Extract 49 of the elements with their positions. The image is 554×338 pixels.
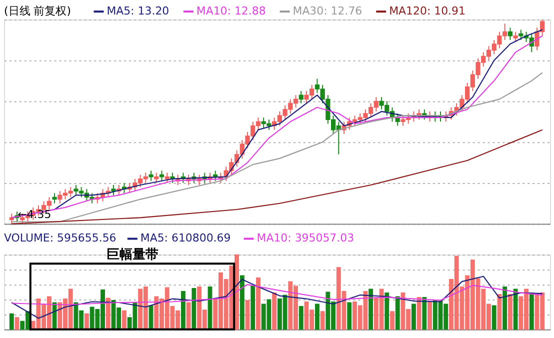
bar — [502, 286, 508, 330]
bar — [186, 302, 191, 330]
bar — [320, 311, 325, 330]
bar — [347, 302, 352, 330]
bar — [411, 304, 416, 330]
bar — [256, 278, 260, 330]
legend-label: MA10: 12.88 — [196, 4, 266, 18]
bar — [148, 305, 154, 330]
bar — [250, 285, 256, 330]
bar — [298, 306, 304, 330]
bar — [497, 294, 502, 330]
bar — [240, 275, 244, 330]
legend-title: VOLUME: 595655.56 — [4, 232, 116, 245]
legend-label: MA30: 12.76 — [292, 4, 362, 18]
annotation: 巨幅量带 — [106, 248, 158, 263]
candlestick — [159, 170, 164, 182]
bar — [122, 310, 126, 330]
bar — [384, 292, 390, 330]
candlestick — [164, 172, 170, 184]
bar — [9, 313, 14, 330]
candlestick — [111, 184, 116, 196]
bar — [192, 288, 196, 330]
chart-title: (日线 前复权) — [4, 4, 72, 18]
bar — [368, 288, 374, 330]
bar — [245, 300, 250, 330]
bar — [428, 301, 432, 330]
bar — [395, 296, 400, 330]
bar — [314, 304, 320, 330]
bar — [14, 317, 20, 330]
bar — [180, 291, 186, 330]
legend-label: MA120: 10.91 — [389, 4, 466, 18]
candlestick — [508, 27, 512, 40]
legend-label: MA5: 13.20 — [106, 4, 170, 18]
bar — [416, 296, 422, 330]
bar — [84, 313, 89, 330]
bar — [529, 292, 534, 330]
legend-label: MA5: 610800.69 — [140, 232, 231, 245]
candlestick — [52, 192, 57, 204]
bar — [492, 305, 496, 330]
legend-label: MA10: 395057.03 — [256, 232, 354, 245]
candlestick — [298, 90, 304, 104]
candlestick — [154, 172, 159, 184]
bar — [390, 311, 394, 330]
bar — [513, 288, 518, 330]
bar — [272, 292, 277, 330]
bar — [422, 296, 427, 330]
bar — [106, 298, 110, 330]
candlestick — [148, 170, 154, 182]
bar — [508, 294, 512, 330]
